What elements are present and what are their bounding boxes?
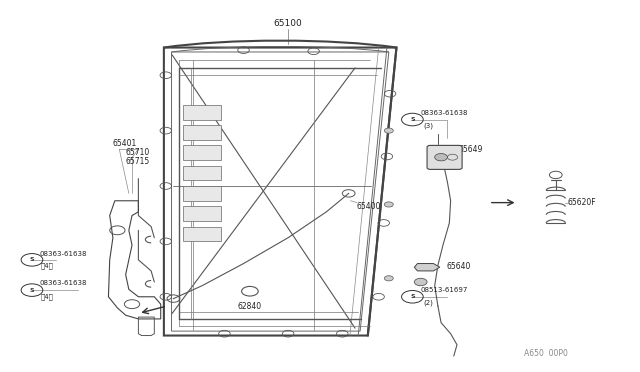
Polygon shape — [183, 227, 221, 241]
Text: 65640: 65640 — [446, 262, 470, 271]
Text: 62840: 62840 — [238, 302, 262, 311]
Text: S: S — [29, 257, 35, 262]
Polygon shape — [183, 125, 221, 140]
Text: (2): (2) — [424, 300, 434, 306]
Polygon shape — [414, 263, 440, 271]
Polygon shape — [183, 145, 221, 160]
Circle shape — [385, 202, 394, 207]
Text: 〄4ぁ: 〄4ぁ — [41, 294, 54, 301]
Text: 65715: 65715 — [125, 157, 150, 166]
Text: S: S — [410, 117, 415, 122]
Polygon shape — [183, 166, 221, 180]
Text: 08363-61638: 08363-61638 — [40, 280, 87, 286]
Text: 65620F: 65620F — [567, 198, 596, 207]
Text: 08363-61638: 08363-61638 — [40, 251, 87, 257]
Text: 08363-61638: 08363-61638 — [420, 110, 468, 116]
Text: 65401: 65401 — [113, 139, 137, 148]
Text: 65710: 65710 — [125, 148, 150, 157]
Polygon shape — [183, 206, 221, 221]
Text: 08513-61697: 08513-61697 — [420, 287, 468, 293]
Polygon shape — [183, 186, 221, 201]
Text: 65649: 65649 — [459, 145, 483, 154]
Text: S: S — [29, 288, 35, 293]
FancyBboxPatch shape — [427, 145, 462, 169]
Circle shape — [414, 278, 427, 286]
Text: 65100: 65100 — [274, 19, 303, 28]
Circle shape — [385, 128, 394, 133]
Polygon shape — [183, 105, 221, 119]
Text: A650  00P0: A650 00P0 — [524, 349, 568, 358]
Text: 65400: 65400 — [357, 202, 381, 211]
Text: (3): (3) — [424, 122, 434, 129]
Circle shape — [385, 276, 394, 281]
Text: S: S — [410, 294, 415, 299]
Circle shape — [435, 154, 447, 161]
Text: 〄4ぁ: 〄4ぁ — [41, 263, 54, 269]
